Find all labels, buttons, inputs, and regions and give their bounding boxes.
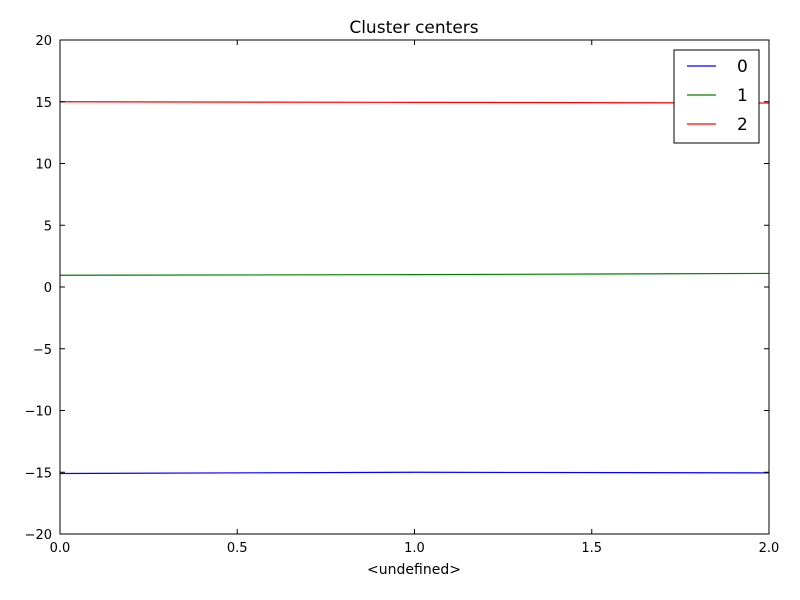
series-line-1 bbox=[59, 272, 770, 276]
y-tick-label: 15 bbox=[35, 96, 52, 111]
x-tick-label: 1.5 bbox=[581, 541, 602, 556]
y-tick-label: 0 bbox=[44, 281, 52, 296]
x-tick-label: 1.0 bbox=[404, 541, 425, 556]
legend-label-1: 1 bbox=[737, 86, 748, 106]
x-axis: 0.0 0.5 1.0 1.5 2.0 bbox=[50, 40, 780, 556]
legend-label-0: 0 bbox=[737, 57, 748, 77]
x-tick-label: 2.0 bbox=[759, 541, 780, 556]
x-tick-label: 0.5 bbox=[227, 541, 248, 556]
chart-title: Cluster centers bbox=[349, 18, 478, 38]
legend: 0 1 2 bbox=[673, 49, 760, 144]
y-tick-label: −20 bbox=[25, 528, 52, 543]
y-tick-label: −10 bbox=[25, 405, 52, 420]
y-tick-label: 20 bbox=[35, 34, 52, 49]
x-axis-label: <undefined> bbox=[367, 562, 461, 578]
y-tick-label: −15 bbox=[25, 466, 52, 481]
x-tick-label: 0.0 bbox=[50, 541, 71, 556]
series-line-0 bbox=[59, 471, 770, 475]
legend-label-2: 2 bbox=[737, 115, 748, 135]
y-tick-label: −5 bbox=[33, 343, 52, 358]
y-tick-label: 10 bbox=[35, 158, 52, 173]
y-tick-label: 5 bbox=[44, 219, 52, 234]
series-line-2 bbox=[59, 101, 770, 104]
